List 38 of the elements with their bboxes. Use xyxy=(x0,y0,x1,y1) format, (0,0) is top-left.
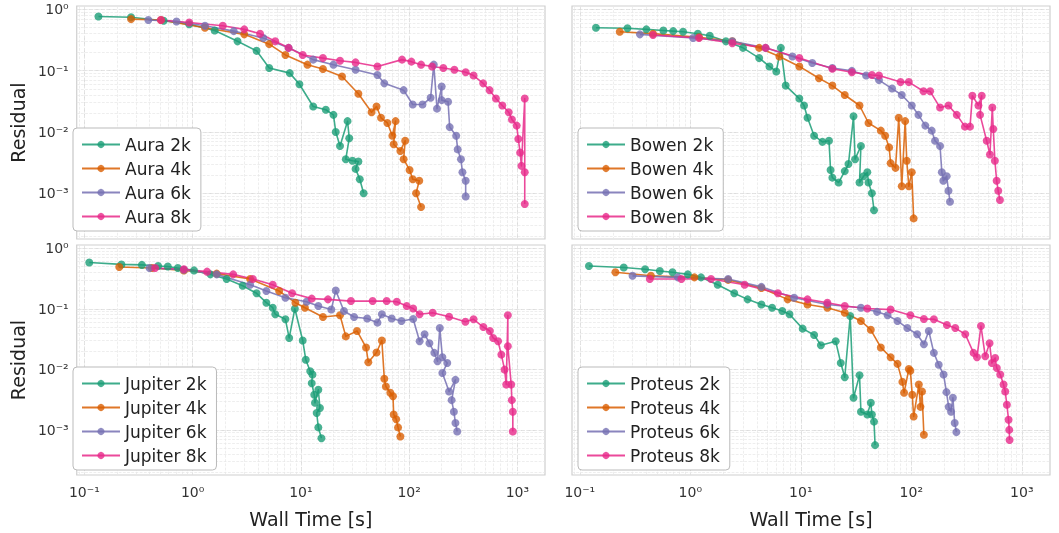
y-axis-title: Residual xyxy=(6,319,29,401)
y-tick-label: 10⁻³ xyxy=(37,185,69,202)
y-tick-label: 10⁰ xyxy=(45,240,70,257)
legend-label: Proteus 8k xyxy=(630,445,720,466)
x-tick-label: 10⁰ xyxy=(180,484,205,500)
y-axis-title: Residual xyxy=(6,82,29,163)
y-tick-label: 10⁰ xyxy=(45,1,70,18)
legend-label: Proteus 4k xyxy=(630,397,720,418)
legend-label: Jupiter 8k xyxy=(124,445,207,466)
legend-label: Bowen 6k xyxy=(630,182,714,203)
legend-label: Aura 8k xyxy=(125,206,192,227)
x-tick-label: 10⁰ xyxy=(678,484,703,500)
y-tick-label: 10⁻² xyxy=(37,123,69,140)
x-tick-label: 10² xyxy=(397,484,421,500)
x-tick-label: 10³ xyxy=(1010,484,1034,500)
y-tick-label: 10⁻¹ xyxy=(37,300,69,317)
x-tick-label: 10³ xyxy=(505,484,530,500)
legend-label: Bowen 8k xyxy=(630,206,714,227)
y-tick-label: 10⁻¹ xyxy=(37,62,69,79)
x-axis-title: Wall Time [s] xyxy=(749,507,873,530)
y-tick-label: 10⁻³ xyxy=(37,421,69,438)
legend-label: Jupiter 2k xyxy=(124,373,207,394)
x-tick-label: 10¹ xyxy=(789,484,813,500)
x-tick-label: 10⁻¹ xyxy=(564,484,596,500)
legend-label: Bowen 2k xyxy=(630,134,714,155)
legend-label: Proteus 6k xyxy=(630,421,720,442)
legend-label: Proteus 2k xyxy=(630,373,720,394)
legend-label: Aura 2k xyxy=(125,134,192,155)
legend-label: Jupiter 4k xyxy=(124,397,207,418)
y-tick-label: 10⁻² xyxy=(37,361,69,378)
x-axis-title: Wall Time [s] xyxy=(249,507,373,530)
x-tick-label: 10⁻¹ xyxy=(68,484,100,500)
x-tick-label: 10² xyxy=(899,484,924,500)
x-tick-label: 10¹ xyxy=(289,484,313,500)
legend-label: Bowen 4k xyxy=(630,158,714,179)
legend-label: Aura 6k xyxy=(125,182,192,203)
legend-label: Aura 4k xyxy=(125,158,192,179)
legend-label: Jupiter 6k xyxy=(124,421,207,442)
